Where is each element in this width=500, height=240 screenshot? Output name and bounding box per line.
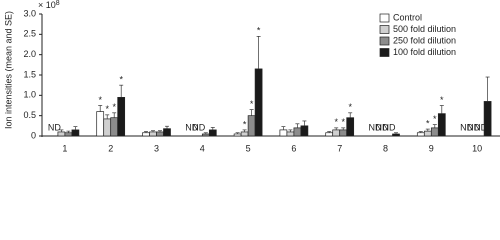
bar — [149, 131, 157, 137]
significance-marker: * — [348, 102, 352, 112]
bar — [254, 68, 263, 137]
bar — [163, 128, 171, 137]
legend-label: Control — [393, 12, 422, 22]
nd-label: ND — [48, 122, 61, 132]
bar — [325, 132, 334, 137]
x-tick-label: 7 — [337, 143, 342, 153]
bar — [96, 111, 105, 137]
x-tick-label: 5 — [246, 143, 251, 153]
bar — [346, 117, 355, 137]
x-tick-label: 1 — [62, 143, 67, 153]
legend-label: 100 fold dilution — [393, 47, 456, 57]
significance-marker: * — [243, 119, 247, 129]
y-axis-label: Ion intensities (mean and SE) — [3, 11, 13, 129]
legend-label: 500 fold dilution — [393, 24, 456, 34]
bar — [483, 101, 492, 137]
significance-marker: * — [250, 99, 254, 109]
x-tick-label: 8 — [383, 143, 388, 153]
y-tick-label: 2.0 — [23, 49, 36, 59]
legend-swatch — [379, 48, 390, 57]
y-tick-label: 1.0 — [23, 90, 36, 100]
x-tick-label: 6 — [291, 143, 296, 153]
bar — [392, 133, 400, 137]
nd-label: ND — [383, 122, 396, 132]
bar — [64, 132, 73, 137]
nd-label: ND — [467, 122, 480, 132]
significance-marker: * — [112, 102, 116, 112]
y-multiplier: × 108 — [38, 0, 60, 10]
bar — [142, 132, 150, 137]
legend-swatch — [379, 25, 390, 34]
legend-swatch — [379, 13, 390, 23]
nd-label: ND — [376, 122, 389, 132]
bar — [117, 97, 126, 137]
legend-label: 250 fold dilution — [393, 35, 456, 45]
bar — [300, 125, 309, 137]
bar — [437, 113, 446, 137]
bar — [110, 117, 119, 137]
y-tick-label: 0.5 — [23, 110, 36, 120]
significance-marker: * — [334, 117, 338, 127]
x-tick-label: 9 — [429, 143, 434, 153]
nd-label: ND — [369, 122, 382, 132]
significance-marker: * — [98, 95, 102, 105]
bar — [208, 129, 217, 137]
y-multiplier-exponent: 8 — [56, 0, 60, 7]
x-tick-label: 10 — [472, 143, 482, 153]
y-multiplier-base: × 10 — [38, 0, 56, 10]
chart: Ion intensities (mean and SE) × 108 00.5… — [3, 0, 500, 153]
nd-label: ND — [192, 122, 205, 132]
x-tick-label: 2 — [108, 143, 113, 153]
bar — [423, 130, 432, 137]
legend-swatch — [379, 36, 390, 46]
bar — [233, 133, 242, 137]
significance-marker: * — [341, 117, 345, 127]
significance-marker: * — [119, 75, 123, 85]
bar — [339, 129, 348, 137]
x-tick-label: 4 — [200, 143, 205, 153]
bar — [201, 133, 210, 137]
bar — [279, 129, 288, 137]
y-tick-label: 2.5 — [23, 29, 36, 39]
bar — [103, 118, 112, 137]
y-tick-label: 0 — [31, 130, 36, 140]
significance-marker: * — [257, 26, 261, 36]
bar — [293, 127, 302, 137]
nd-label: ND — [460, 122, 473, 132]
bar — [247, 115, 256, 137]
bar — [156, 131, 164, 137]
bar — [332, 129, 341, 137]
significance-marker: * — [105, 104, 109, 114]
nd-label: ND — [185, 122, 198, 132]
bar — [71, 129, 80, 137]
x-tick-label: 3 — [154, 143, 159, 153]
significance-marker: * — [440, 95, 444, 105]
bar — [240, 131, 249, 137]
y-tick-label: 3.0 — [23, 8, 36, 18]
bar — [57, 131, 66, 137]
bar — [430, 127, 439, 137]
significance-marker: * — [426, 118, 430, 128]
y-tick-label: 1.5 — [23, 69, 36, 79]
bar — [416, 132, 425, 137]
significance-marker: * — [433, 114, 437, 124]
nd-label: ND — [474, 122, 487, 132]
bar — [286, 131, 295, 137]
